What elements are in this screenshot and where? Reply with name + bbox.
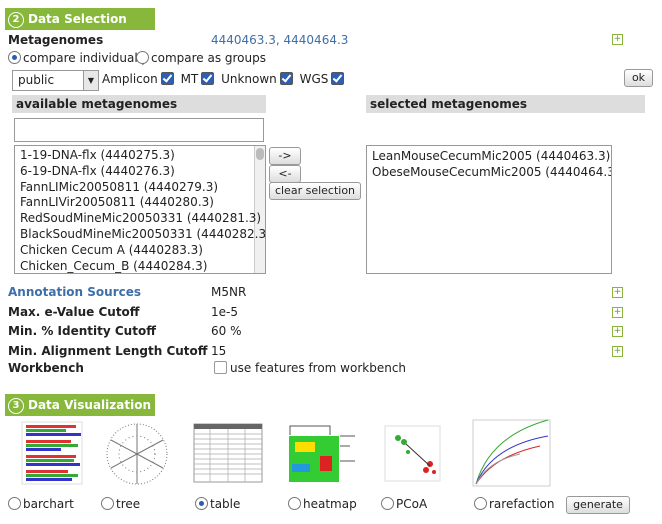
list-item[interactable]: FannLIMic20050811 (4440279.3) [20,179,219,194]
radio[interactable] [381,497,394,510]
list-header: selected metagenomes [366,95,645,113]
label: Annotation Sources [8,285,142,299]
list-item[interactable]: 1-19-DNA-flx (4440275.3) [20,148,175,162]
select-value: public [18,73,55,87]
radio-label: barchart [23,497,74,511]
expand[interactable]: + [612,345,623,357]
ok-button[interactable]: ok [624,69,653,87]
remove-button[interactable]: <- [269,165,301,183]
filter-label: Unknown [221,72,277,86]
radio[interactable] [8,497,21,510]
list-item[interactable]: FannLIVir20050811 (4440280.3) [20,195,214,210]
radio-label: tree [116,497,141,511]
radio-label: table [210,497,241,511]
select[interactable]: public ▼ [12,70,99,91]
radio[interactable] [136,51,149,64]
expand[interactable]: + [612,287,623,298]
radio-label: compare as groups [151,51,266,65]
list-item[interactable]: ObeseMouseCecumMic2005 (4440464.3) [372,165,612,179]
option-label: use features from workbench [230,361,407,375]
radio-label: compare individually [23,51,149,65]
section-title: Data Visualization [28,398,151,412]
list-item[interactable]: Chicken_Cecum_B (4440284.3) [20,258,208,273]
checkbox[interactable] [279,72,293,85]
radio[interactable] [8,51,21,64]
checkbox[interactable] [214,361,227,374]
selected-list[interactable]: LeanMouseCecumMic2005 (4440463.3) ObeseMo… [366,145,612,274]
value: 4440463.3, 4440464.3 [211,33,349,47]
checkbox[interactable] [331,72,345,85]
barchart-thumb [21,421,83,485]
expand[interactable]: + [612,34,623,45]
list-item[interactable]: LeanMouseCecumMic2005 (4440463.3) [372,149,611,163]
value: 15 [211,343,227,358]
pcoa-thumb [384,425,441,482]
filters: Amplicon MT Unknown WGS [102,72,347,86]
section-title: Data Selection [28,12,127,26]
value: 1e-5 [211,304,238,319]
list-item[interactable]: 6-19-DNA-flx (4440276.3) [20,163,175,178]
thumbnails [21,419,551,487]
radio-label: PCoA [396,497,428,511]
available-list[interactable]: 1-19-DNA-flx (4440275.3) 6-19-DNA-flx (44… [14,145,266,274]
expand[interactable]: + [612,306,623,318]
value: M5NR [211,285,247,299]
radio-option[interactable]: barchart [8,497,74,511]
radio-option[interactable]: compare as groups [136,51,266,65]
radio-option[interactable]: tree [101,497,140,511]
add-button[interactable]: -> [269,147,301,165]
label: Metagenomes [8,33,104,47]
tree-thumb [106,423,168,485]
list-item[interactable]: Chicken Cecum A (4440283.3) [20,242,203,257]
section-header: 3 Data Visualization [5,394,155,416]
radio-option[interactable]: PCoA [381,497,427,511]
radio-option[interactable]: table [195,497,240,511]
list-item[interactable]: RedSoudMineMic20050331 (4440281.3) [20,211,262,226]
radio[interactable] [195,497,208,510]
radio-option[interactable]: compare individually [8,51,148,65]
checkbox[interactable] [160,72,174,85]
heatmap-thumb [289,425,355,482]
checkbox[interactable] [201,72,215,85]
rarefaction-thumb [472,419,551,487]
label: Min. % Identity Cutoff [8,324,156,338]
label: Min. Alignment Length Cutoff [8,343,208,358]
section-number: 3 [8,397,24,414]
radio[interactable] [101,497,114,510]
filter-label: WGS [299,72,329,86]
table-thumb [193,423,263,483]
value: 60 % [211,324,242,338]
radio-option[interactable]: rarefaction [474,497,555,511]
label: Max. e-Value Cutoff [8,304,140,319]
clear-button[interactable]: clear selection [269,182,361,200]
section-header: 2 Data Selection [5,8,155,30]
expand[interactable]: + [612,326,623,337]
list-header: available metagenomes [12,95,266,113]
filter-label: MT [180,72,199,86]
radio[interactable] [288,497,301,510]
filter-label: Amplicon [102,72,158,86]
radio-label: heatmap [303,497,357,511]
workbench-option[interactable]: use features from workbench [211,361,406,375]
search-input[interactable] [14,118,264,142]
list-item[interactable]: BlackSoudMineMic20050331 (4440282.3) [20,227,266,241]
radio-option[interactable]: heatmap [288,497,357,511]
radio-label: rarefaction [489,497,555,511]
section-number: 2 [8,11,24,28]
radio[interactable] [474,497,487,510]
label: Workbench [8,361,84,375]
generate-button[interactable]: generate [566,496,630,514]
